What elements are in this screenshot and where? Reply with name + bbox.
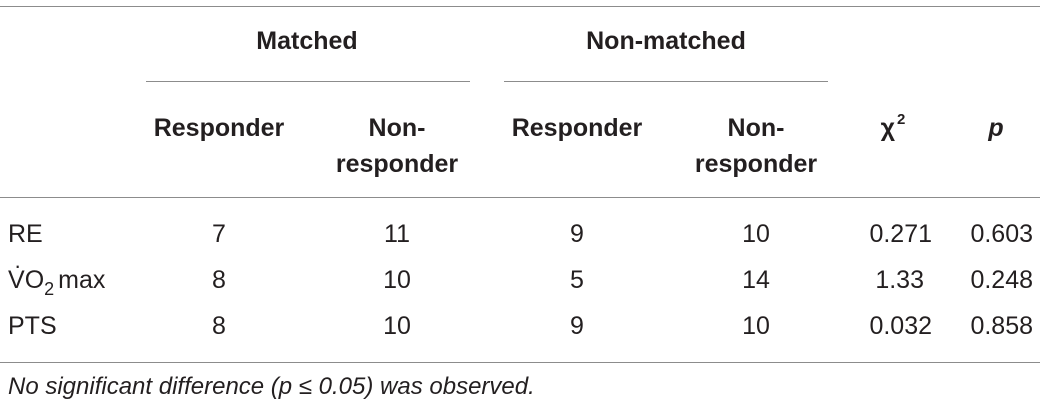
col-header-nonmatched-nonresponder-line1: Non- xyxy=(727,114,785,142)
row-label-re: RE xyxy=(8,220,43,248)
col-header-nonmatched-responder: Responder xyxy=(511,114,643,142)
cell-vo2max-p: 0.248 xyxy=(970,266,1033,294)
chi-superscript: 2 xyxy=(897,111,906,128)
col-header-nonmatched-nonresponder-line2: responder xyxy=(694,150,818,178)
header-rule xyxy=(0,197,1040,198)
subscript-2: 2 xyxy=(44,279,55,299)
cell-re-matched-nonresponder: 11 xyxy=(384,220,410,248)
vdot-dot: · xyxy=(14,253,22,278)
top-rule xyxy=(0,6,1040,7)
cell-vo2max-nonmatched-nonresponder: 14 xyxy=(742,266,770,294)
col-header-p: p xyxy=(988,114,1004,142)
col-header-matched-nonresponder-line2: responder xyxy=(335,150,459,178)
cell-re-chi2: 0.271 xyxy=(869,220,932,248)
col-header-nonmatched-nonresponder: Non- responder xyxy=(695,110,817,182)
cell-vo2max-chi2: 1.33 xyxy=(875,266,924,294)
cell-pts-matched-nonresponder: 10 xyxy=(383,312,411,340)
cell-pts-matched-responder: 8 xyxy=(212,312,226,340)
col-header-matched-responder: Responder xyxy=(153,114,285,142)
cell-vo2max-matched-responder: 8 xyxy=(212,266,226,294)
max-text: max xyxy=(58,266,106,294)
v-letter: V xyxy=(8,266,25,294)
row-label-vo2max: · VO2 max xyxy=(8,255,106,300)
cell-pts-p: 0.858 xyxy=(970,312,1033,340)
vdot-letter: · V xyxy=(8,255,25,295)
chi-symbol: χ xyxy=(880,114,896,142)
bottom-rule xyxy=(0,362,1040,363)
cell-pts-nonmatched-responder: 9 xyxy=(570,312,584,340)
cell-re-matched-responder: 7 xyxy=(212,220,226,248)
cell-pts-nonmatched-nonresponder: 10 xyxy=(742,312,770,340)
matched-group-rule xyxy=(146,81,470,82)
cell-re-p: 0.603 xyxy=(970,220,1033,248)
table-footnote: No significant difference (p ≤ 0.05) was… xyxy=(8,373,535,400)
col-header-matched-nonresponder: Non- responder xyxy=(336,110,458,182)
group-header-matched: Matched xyxy=(256,27,358,55)
col-header-matched-nonresponder-line1: Non- xyxy=(368,114,426,142)
cell-vo2max-nonmatched-responder: 5 xyxy=(570,266,584,294)
group-header-nonmatched: Non-matched xyxy=(586,27,746,55)
cell-re-nonmatched-responder: 9 xyxy=(570,220,584,248)
row-label-pts: PTS xyxy=(8,312,57,340)
nonmatched-group-rule xyxy=(504,81,828,82)
cell-vo2max-matched-nonresponder: 10 xyxy=(383,266,411,294)
cell-re-nonmatched-nonresponder: 10 xyxy=(742,220,770,248)
cell-pts-chi2: 0.032 xyxy=(869,312,932,340)
o-letter: O xyxy=(24,266,45,294)
